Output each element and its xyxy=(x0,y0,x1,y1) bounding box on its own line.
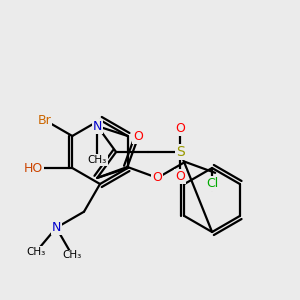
Text: O: O xyxy=(175,169,185,182)
Text: CH₃: CH₃ xyxy=(88,155,107,165)
Text: O: O xyxy=(134,130,143,143)
Text: Br: Br xyxy=(38,113,51,127)
Text: HO: HO xyxy=(24,161,44,175)
Text: CH₃: CH₃ xyxy=(26,247,45,257)
Text: N: N xyxy=(52,221,61,234)
Text: O: O xyxy=(175,122,185,134)
Text: Cl: Cl xyxy=(206,177,218,190)
Text: N: N xyxy=(93,120,102,133)
Text: S: S xyxy=(176,145,184,159)
Text: O: O xyxy=(152,171,162,184)
Text: CH₃: CH₃ xyxy=(63,250,82,260)
